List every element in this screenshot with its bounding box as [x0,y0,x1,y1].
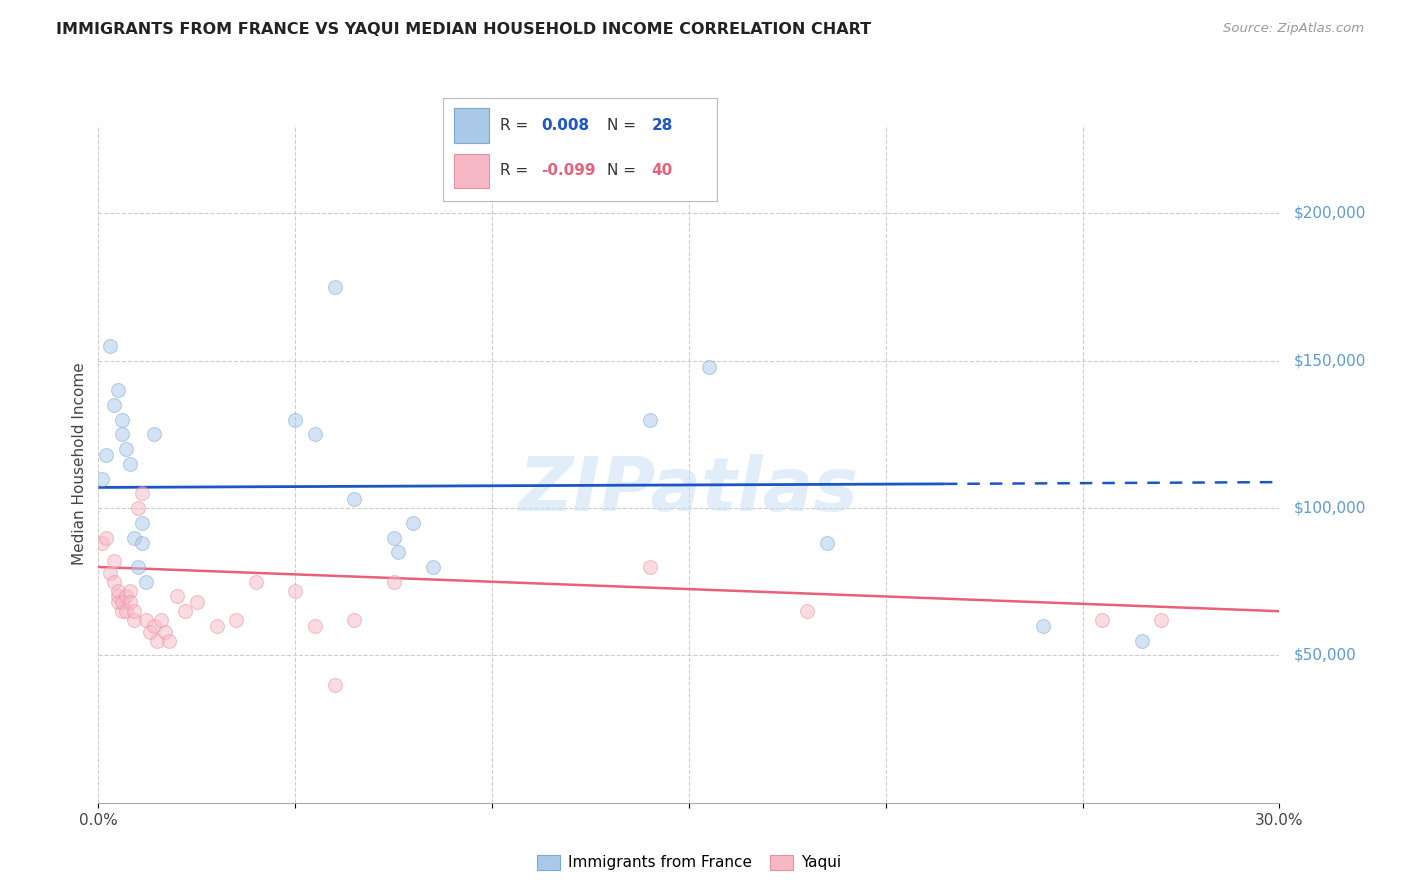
Point [135,613,157,627]
Point [402,516,425,530]
Point [1091,613,1114,627]
Point [1150,613,1173,627]
Point [135,574,157,589]
Point [98,566,121,580]
Text: R =: R = [501,119,534,133]
Text: -0.099: -0.099 [541,163,596,178]
Bar [454,108,489,144]
Text: N =: N = [607,119,641,133]
Point [118,457,141,471]
Point [323,678,346,692]
Point [115,590,138,604]
Point [118,595,141,609]
Point [115,604,138,618]
Point [118,583,141,598]
Point [111,427,134,442]
Point [225,613,247,627]
Text: R =: R = [501,163,534,178]
Y-axis label: Median Household Income: Median Household Income [72,362,87,566]
Point [382,531,405,545]
Point [111,604,134,618]
Point [91,536,114,550]
Point [387,545,409,559]
Point [103,574,125,589]
Point [131,486,153,500]
Point [107,595,129,609]
Point [138,624,160,639]
Point [205,619,228,633]
Point [1032,619,1054,633]
Point [98,339,121,353]
Text: 28: 28 [651,119,672,133]
Point [343,492,366,507]
Point [107,590,129,604]
Point [166,590,188,604]
Point [174,604,197,618]
Point [1130,633,1153,648]
Text: 40: 40 [651,163,672,178]
Point [186,595,208,609]
Point [155,624,177,639]
Point [111,595,134,609]
Point [111,412,134,426]
Point [304,427,326,442]
Point [146,633,169,648]
Point [638,412,661,426]
Point [91,472,114,486]
Point [796,604,818,618]
Point [122,604,145,618]
Point [245,574,267,589]
Point [142,619,165,633]
Point [142,427,165,442]
Text: ZIPatlas: ZIPatlas [519,454,859,527]
Point [131,536,153,550]
Legend: Immigrants from France, Yaqui: Immigrants from France, Yaqui [531,849,846,877]
Point [127,560,149,574]
Point [122,531,145,545]
Text: $200,000: $200,000 [1294,206,1367,221]
Point [103,398,125,412]
Point [343,613,366,627]
Point [422,560,444,574]
Point [697,359,720,374]
Point [96,531,118,545]
Point [157,633,180,648]
Bar [454,153,489,188]
Point [284,583,307,598]
Point [122,613,145,627]
Point [304,619,326,633]
Point [284,412,307,426]
Text: IMMIGRANTS FROM FRANCE VS YAQUI MEDIAN HOUSEHOLD INCOME CORRELATION CHART: IMMIGRANTS FROM FRANCE VS YAQUI MEDIAN H… [56,22,872,37]
Point [96,448,118,462]
Point [323,280,346,294]
Point [127,501,149,516]
Text: $50,000: $50,000 [1294,648,1357,663]
Text: 0.008: 0.008 [541,119,589,133]
Point [103,554,125,568]
Point [150,613,173,627]
Point [107,583,129,598]
Text: N =: N = [607,163,641,178]
Point [131,516,153,530]
Text: $150,000: $150,000 [1294,353,1367,368]
Point [815,536,838,550]
Point [107,383,129,397]
Text: Source: ZipAtlas.com: Source: ZipAtlas.com [1223,22,1364,36]
Point [382,574,405,589]
Point [638,560,661,574]
Point [115,442,138,456]
Text: $100,000: $100,000 [1294,500,1367,516]
